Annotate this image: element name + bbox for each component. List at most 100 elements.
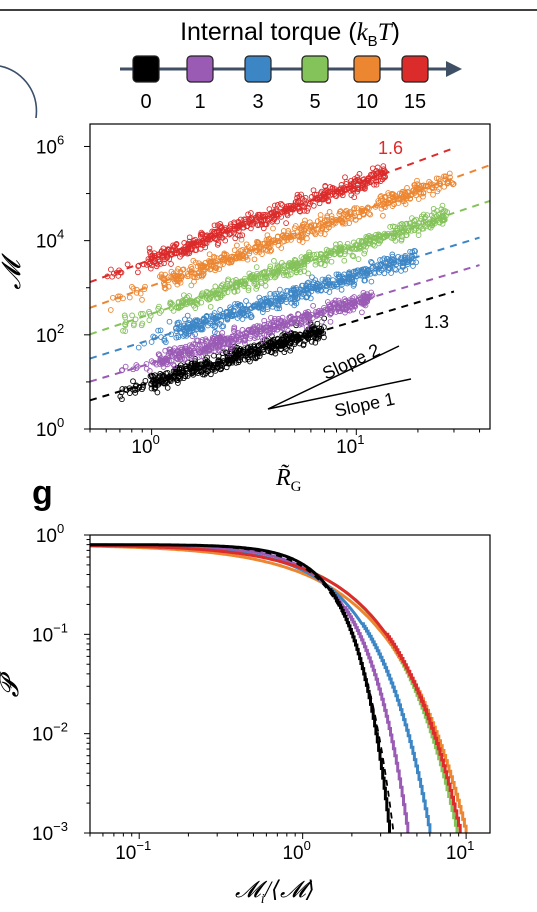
scatter-point [309,274,315,281]
scatter-point [224,315,231,322]
scatter-point [319,222,326,229]
scatter-point [323,246,330,253]
scatter-point [357,272,364,279]
scatter-point [245,287,252,294]
scatter-point [207,290,214,297]
scatter-point [167,299,174,306]
scatter-point [220,354,226,361]
scatter-point [219,344,226,351]
scatter-point [328,213,335,219]
ccdf-curve-1 [90,543,410,833]
scatter-point [279,332,286,338]
scatter-point [133,362,140,368]
scatter-point [255,240,262,246]
scatter-point [180,333,187,339]
scatter-point [385,230,392,237]
scatter-point [235,330,242,336]
scatter-point [410,263,416,269]
scatter-point [168,274,175,280]
scatter-point [359,298,365,305]
legend-label-15: 15 [404,91,426,113]
scatter-point [155,327,161,334]
scatter-point [370,241,376,248]
scatter-point [219,330,226,336]
scatter-point [250,354,257,361]
scatter-point [193,365,200,372]
scatter-point [234,242,240,249]
scatter-point [270,323,277,330]
scatter-point [303,283,309,289]
scatter-point [399,198,406,204]
scatter-point [247,345,254,352]
scatter-point [204,313,210,320]
legend-swatch-1 [186,55,214,83]
scatter-point [149,373,155,379]
scatter-point [314,218,321,224]
scatter-point [341,257,348,264]
scatter-point [291,290,298,296]
scatter-point [375,169,382,176]
scatter-point [260,337,266,344]
legend-swatch-3 [244,55,272,83]
scatter-point [248,313,255,320]
scatter-point [148,380,155,387]
scatter-point [317,216,324,223]
scatter-point [361,186,368,192]
scatter-point [212,368,219,374]
scatter-point [292,257,299,264]
scatter-point [368,278,375,285]
scatter-point [371,181,377,188]
scatter-point [294,263,301,270]
scatter-point [282,340,289,347]
scatter-point [179,302,186,309]
scatter-point [175,305,182,312]
exp-label-bottom: 1.3 [424,312,449,332]
scatter-point [268,240,275,246]
scatter-point [133,365,140,372]
scatter-point [404,185,410,191]
scatter-point [225,259,232,266]
scatter-point [375,240,382,247]
scatter-point [205,368,212,375]
scatter-point [246,216,253,223]
scatter-point [350,206,357,213]
distribution-plot: 10−1 100 101 10−3 10−2 10−1 100 𝓟 𝓜i/⟨𝓜⟩ [0,521,491,907]
scatter-point [275,302,282,309]
scatter-point [271,326,278,333]
scatter-point [243,353,249,359]
scatter-point [135,263,142,270]
scatter-point [160,245,167,252]
scatter-point [166,318,173,325]
scatter-point [266,268,272,274]
scatter-point [175,299,182,305]
scatter-point [204,264,211,271]
scatter-point [228,285,235,291]
scatter-point [294,191,301,198]
scatter-point [137,290,144,297]
scatter-point [218,365,225,371]
scatter-point [200,270,207,277]
scatter-point [278,343,284,350]
scatter-point [231,335,237,342]
scatter-point [153,361,160,368]
scatter-point [356,171,363,177]
scatter-point [331,251,338,258]
scatter-point [243,246,249,253]
scatter-point [368,171,374,178]
scatter-point [317,287,324,293]
scatter-point [227,307,233,313]
scatter-point [340,245,346,252]
scatter-point [242,337,249,343]
scatter-point [200,367,207,373]
scatter-point [232,347,238,353]
scatter-point [256,304,263,311]
scatter-point [108,266,114,273]
scatter-point [380,174,387,181]
scatter-point [391,259,398,266]
scatter-point [243,333,249,339]
scatter-point [231,289,238,295]
scatter-point [216,344,223,350]
scatter-point [189,246,195,253]
scatter-point [347,211,353,217]
scatter-point [161,280,167,286]
